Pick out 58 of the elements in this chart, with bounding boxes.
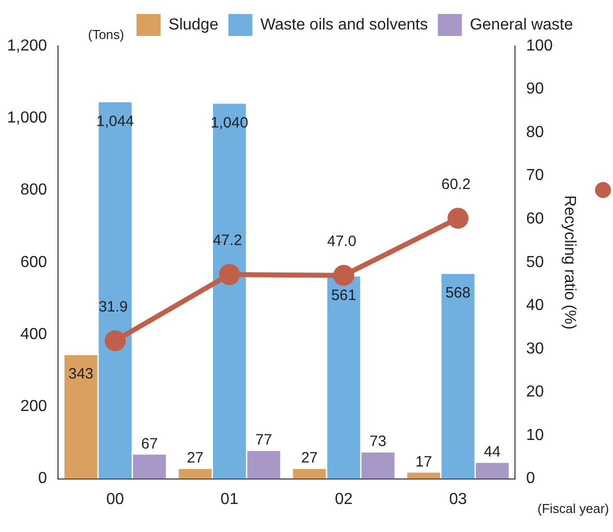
y-tick-label: 800: [20, 182, 48, 199]
x-tick-label: 02: [334, 490, 353, 508]
data-label: 77: [255, 432, 272, 449]
x-axis-title: (Fiscal year): [537, 500, 609, 516]
bar: [98, 102, 132, 479]
point: [333, 264, 354, 286]
data-label: 343: [68, 366, 94, 383]
bar: [327, 276, 360, 479]
point: [104, 330, 126, 352]
bar: [178, 469, 212, 479]
y-tick-label: 0: [38, 470, 48, 488]
y-tick-label: 1,200: [6, 37, 48, 54]
point: [218, 264, 240, 286]
bar: [292, 469, 326, 479]
y-tick-label: 1,000: [6, 110, 48, 127]
y2-axis-title: Recycling ratio (%): [560, 195, 578, 330]
bar: [407, 472, 440, 479]
bar: [247, 451, 280, 479]
x-tick-label: 01: [220, 490, 238, 508]
x-tick-label: 03: [449, 490, 467, 508]
point: [447, 208, 468, 229]
x-tick-label: 00: [106, 490, 124, 508]
legend-label: Sludge: [168, 16, 218, 34]
y-axis-title: (Tons): [88, 27, 124, 42]
y2-tick-label: 80: [526, 124, 544, 141]
data-label: 17: [415, 453, 432, 470]
y2-tick-label: 30: [526, 340, 544, 358]
data-label: 67: [141, 435, 158, 452]
data-label: 47.2: [212, 232, 242, 250]
bar: [476, 462, 509, 479]
bar: [362, 452, 394, 479]
y2-tick-label: 70: [526, 167, 544, 184]
data-label: 44: [484, 444, 501, 461]
y2-tick-label: 60: [526, 210, 544, 228]
y2-tick-label: 0: [526, 470, 536, 488]
data-label: 27: [186, 450, 204, 467]
legend-label: General waste: [470, 16, 574, 34]
y2-tick-label: 100: [526, 37, 553, 54]
data-label: 31.9: [98, 298, 128, 316]
data-label: 60.2: [441, 176, 471, 193]
data-label: 561: [331, 287, 356, 304]
legend-label: Waste oils and solvents: [260, 16, 428, 34]
bar: [64, 355, 98, 479]
bar: [133, 454, 166, 479]
data-label: 27: [301, 450, 318, 467]
data-label: 568: [445, 284, 470, 302]
y-tick-label: 600: [20, 254, 48, 271]
y2-tick-label: 90: [526, 80, 544, 98]
y2-tick-label: 20: [526, 384, 544, 401]
data-label: 47.0: [327, 233, 356, 250]
bar: [212, 104, 246, 479]
y2-tick-label: 40: [526, 297, 544, 314]
data-label: 73: [370, 433, 386, 450]
y2-tick-label: 50: [526, 254, 544, 271]
y2-tick-label: 10: [526, 426, 544, 444]
y-tick-label: 400: [20, 326, 48, 343]
y-tick-label: 200: [20, 398, 48, 416]
bar: [442, 274, 474, 479]
